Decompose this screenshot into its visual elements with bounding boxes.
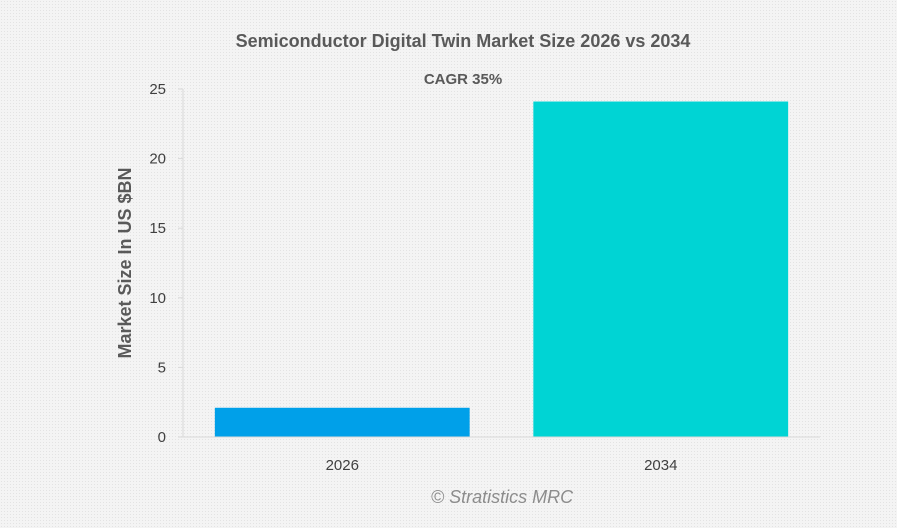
y-tick-label: 0 (158, 429, 166, 446)
bars-group (214, 101, 789, 437)
chart-subtitle: CAGR 35% (424, 71, 502, 88)
y-axis-ticks: 0 5 10 15 20 25 (149, 81, 183, 446)
bar-2026 (214, 407, 470, 437)
x-tick-label: 2026 (326, 457, 359, 474)
y-tick-label: 20 (149, 151, 166, 168)
watermark-text: © Stratistics MRC (431, 487, 574, 507)
y-tick-label: 25 (149, 81, 166, 98)
x-tick-label: 2034 (644, 457, 677, 474)
bar-2034 (533, 101, 789, 437)
y-tick-label: 5 (158, 359, 166, 376)
x-axis-ticks: 2026 2034 (326, 457, 678, 474)
y-axis-label: Market Size In US $BN (115, 167, 135, 358)
y-tick-label: 10 (149, 290, 166, 307)
y-tick-label: 15 (149, 220, 166, 237)
chart-title: Semiconductor Digital Twin Market Size 2… (236, 31, 691, 51)
